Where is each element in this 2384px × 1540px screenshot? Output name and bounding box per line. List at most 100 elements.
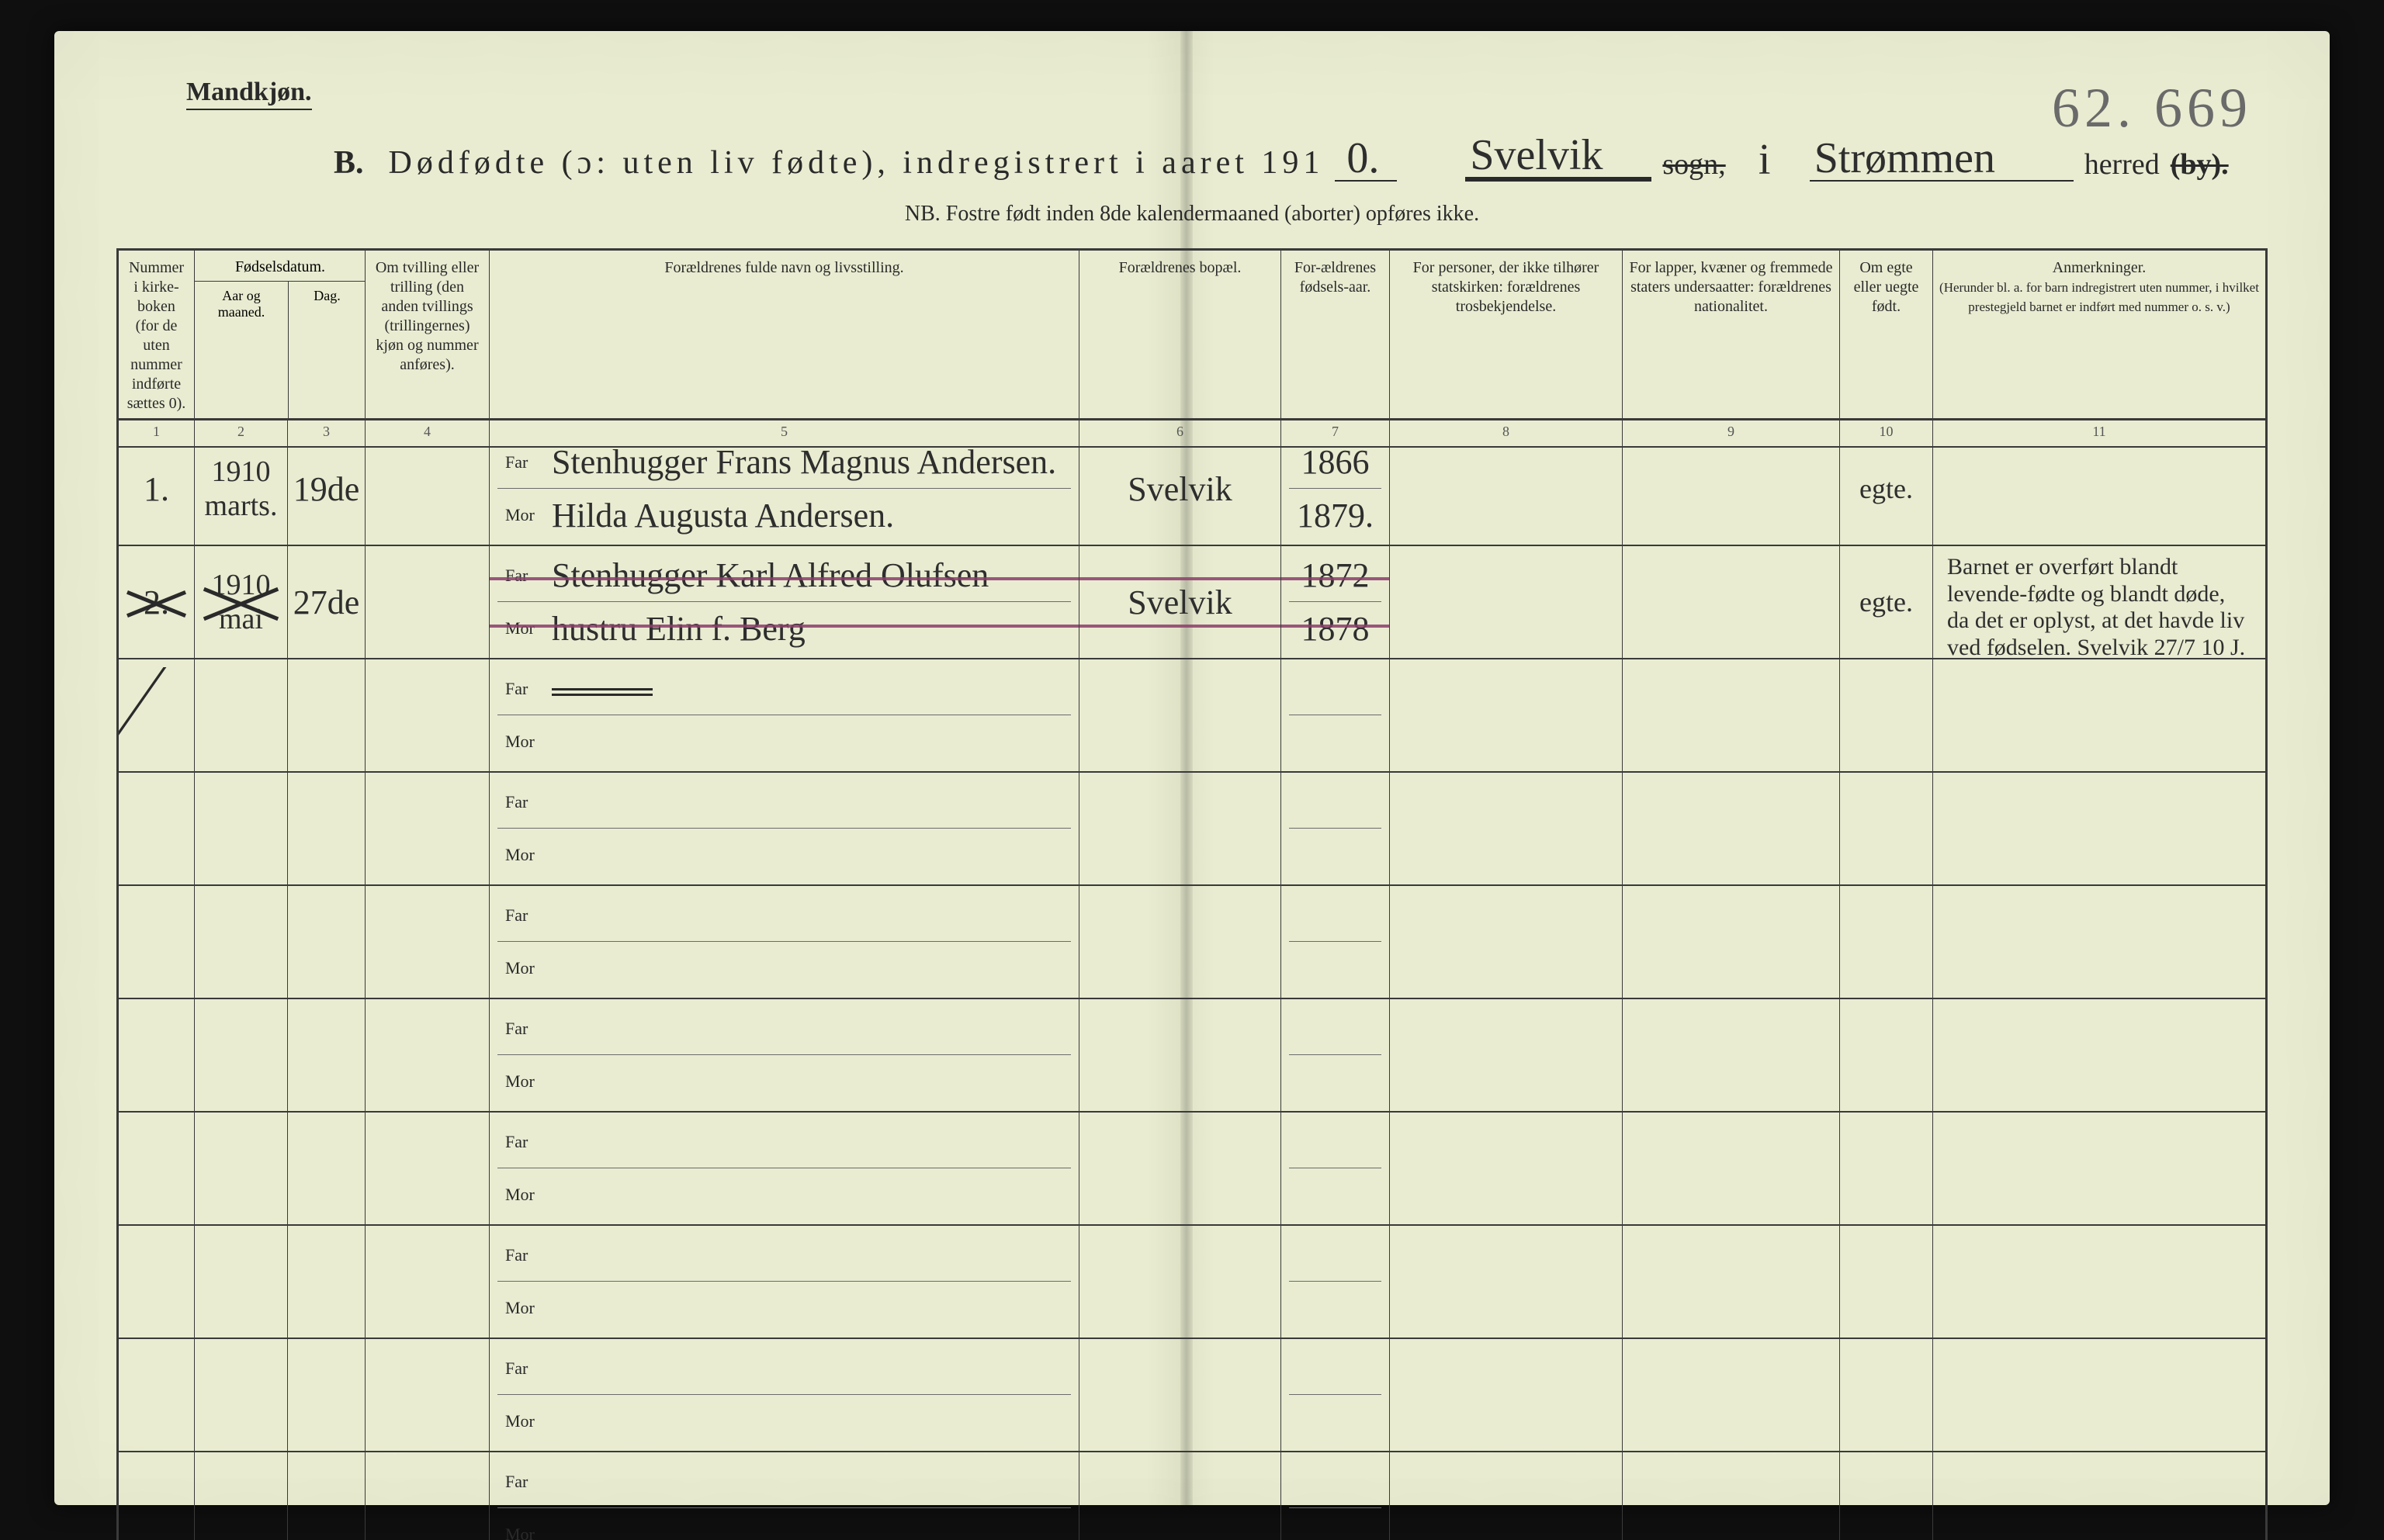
far-year xyxy=(1289,776,1381,829)
cell-num xyxy=(116,1113,194,1224)
cell-parents-names: FarStenhugger Frans Magnus Andersen.MorH… xyxy=(489,433,1079,545)
far-year xyxy=(1289,663,1381,715)
cell-year-month xyxy=(194,773,287,884)
cell-twin xyxy=(365,1113,489,1224)
far-name: Stenhugger Frans Magnus Andersen. xyxy=(552,442,1056,482)
cell-residence xyxy=(1079,886,1280,998)
cell-nationality xyxy=(1622,1452,1839,1540)
cell-religion xyxy=(1389,1339,1622,1451)
cell-birth-years xyxy=(1280,999,1389,1111)
col-11-header: Anmerkninger. (Herunder bl. a. for barn … xyxy=(1932,251,2268,418)
cell-residence: Svelvik xyxy=(1079,433,1280,545)
cell-residence xyxy=(1079,1226,1280,1338)
cell-legitimacy xyxy=(1839,999,1932,1111)
col-5-header: Forældrenes fulde navn og livsstilling. xyxy=(489,251,1079,418)
cell-twin xyxy=(365,773,489,884)
cell-year-month xyxy=(194,1452,287,1540)
mor-label: Mor xyxy=(505,1298,539,1318)
table-row: FarMor xyxy=(116,1452,2268,1540)
cell-birth-years xyxy=(1280,1113,1389,1224)
cell-remarks xyxy=(1932,773,2268,884)
cell-birth-years: 18721878 xyxy=(1280,546,1389,658)
cell-birth-years xyxy=(1280,773,1389,884)
far-label: Far xyxy=(505,566,539,586)
mor-label: Mor xyxy=(505,505,539,525)
cell-remarks xyxy=(1932,999,2268,1111)
far-year xyxy=(1289,1455,1381,1508)
cell-nationality xyxy=(1622,659,1839,771)
cell-birth-years xyxy=(1280,1339,1389,1451)
title-line: B. Dødfødte (ɔ: uten liv fødte), indregi… xyxy=(132,133,2252,182)
cell-religion xyxy=(1389,1226,1622,1338)
cell-parents-names: FarMor xyxy=(489,773,1079,884)
cell-day xyxy=(287,886,365,998)
cell-legitimacy xyxy=(1839,1113,1932,1224)
mor-year xyxy=(1289,1168,1381,1221)
cell-residence xyxy=(1079,1452,1280,1540)
mor-label: Mor xyxy=(505,732,539,752)
mor-year xyxy=(1289,1055,1381,1108)
mor-label: Mor xyxy=(505,1071,539,1092)
cell-religion xyxy=(1389,659,1622,771)
cell-year-month xyxy=(194,1339,287,1451)
col-10-header: Om egte eller uegte født. xyxy=(1839,251,1932,418)
cell-num xyxy=(116,659,194,771)
mor-label: Mor xyxy=(505,1185,539,1205)
cell-parents-names: FarMor xyxy=(489,1113,1079,1224)
mor-name: hustru Elin f. Berg xyxy=(552,609,806,649)
mor-year xyxy=(1289,1508,1381,1540)
cell-year-month: 1910marts. xyxy=(194,433,287,545)
cell-year-month xyxy=(194,999,287,1111)
table-row: Far Mor xyxy=(116,659,2268,773)
cell-religion xyxy=(1389,999,1622,1111)
cell-residence xyxy=(1079,659,1280,771)
cell-parents-names: Far Mor xyxy=(489,659,1079,771)
cell-remarks xyxy=(1932,1452,2268,1540)
cell-twin xyxy=(365,1226,489,1338)
title-text: Dødfødte (ɔ: uten liv fødte), indregistr… xyxy=(389,144,1325,182)
cell-birth-years: 18661879. xyxy=(1280,433,1389,545)
cell-day xyxy=(287,1339,365,1451)
far-label: Far xyxy=(505,679,539,699)
col-1-header: Nummer i kirke-boken (for de uten nummer… xyxy=(116,251,194,418)
cell-parents-names: FarMor xyxy=(489,1226,1079,1338)
table-row: FarMor xyxy=(116,1339,2268,1452)
cell-num xyxy=(116,1452,194,1540)
cell-legitimacy xyxy=(1839,659,1932,771)
far-label: Far xyxy=(505,1019,539,1039)
cell-birth-years xyxy=(1280,886,1389,998)
cell-day xyxy=(287,999,365,1111)
cell-remarks xyxy=(1932,659,2268,771)
cell-parents-names: FarStenhugger Karl Alfred OlufsenMorhust… xyxy=(489,546,1079,658)
cell-day: 19de xyxy=(287,433,365,545)
by-struck: (by). xyxy=(2171,147,2229,182)
cell-remarks xyxy=(1932,1339,2268,1451)
mor-label: Mor xyxy=(505,1411,539,1431)
cell-num xyxy=(116,1226,194,1338)
cell-day xyxy=(287,773,365,884)
cell-residence: Svelvik xyxy=(1079,546,1280,658)
cell-legitimacy xyxy=(1839,1452,1932,1540)
cell-legitimacy: egte. xyxy=(1839,433,1932,545)
cell-nationality xyxy=(1622,886,1839,998)
mor-year xyxy=(1289,942,1381,995)
far-name: Stenhugger Karl Alfred Olufsen xyxy=(552,555,989,595)
table-row: FarMor xyxy=(116,886,2268,999)
paper-sheet: 62. 669 Mandkjøn. B. Dødfødte (ɔ: uten l… xyxy=(54,31,2330,1505)
cell-nationality xyxy=(1622,1113,1839,1224)
col-6-header: Forældrenes bopæl. xyxy=(1079,251,1280,418)
cell-legitimacy xyxy=(1839,886,1932,998)
cell-remarks xyxy=(1932,433,2268,545)
col-7-header: For-ældrenes fødsels-aar. xyxy=(1280,251,1389,418)
cell-birth-years xyxy=(1280,659,1389,771)
page-header: Mandkjøn. B. Dødfødte (ɔ: uten liv fødte… xyxy=(132,78,2252,227)
gender-label: Mandkjøn. xyxy=(186,78,312,110)
mor-label: Mor xyxy=(505,958,539,978)
cell-residence xyxy=(1079,1339,1280,1451)
cell-year-month: 1910mai xyxy=(194,546,287,658)
col-2-header: Aar og maaned. xyxy=(195,282,288,418)
cell-parents-names: FarMor xyxy=(489,1452,1079,1540)
col-8-header: For personer, der ikke tilhører statskir… xyxy=(1389,251,1622,418)
far-label: Far xyxy=(505,1472,539,1492)
cell-year-month xyxy=(194,659,287,771)
